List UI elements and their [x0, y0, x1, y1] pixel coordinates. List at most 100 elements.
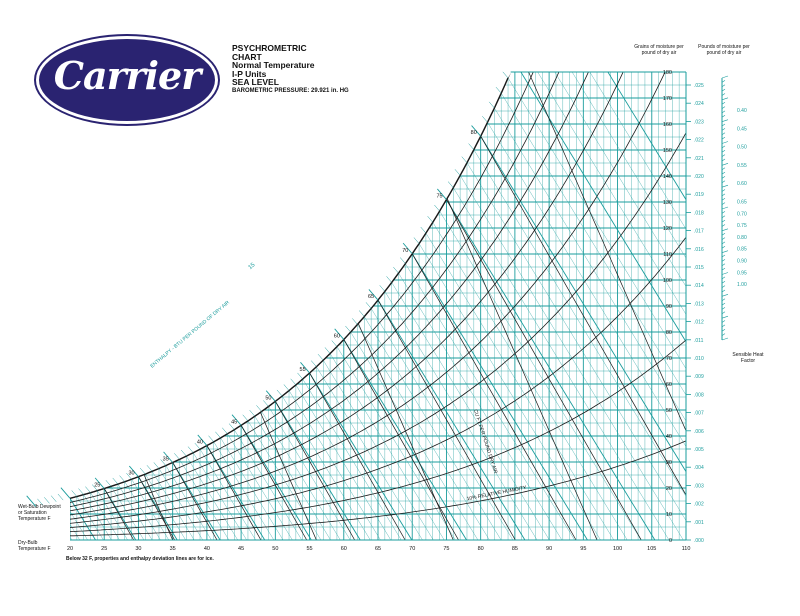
title-line-3: Normal Temperature	[232, 60, 315, 70]
pounds-tick-label: .000	[694, 538, 704, 544]
shf-scale-tick	[721, 276, 726, 280]
pounds-tick-label: .020	[694, 174, 704, 180]
shf-scale-tick	[721, 307, 726, 310]
enthalpy-scale-tick	[379, 285, 386, 292]
shf-scale-tick	[721, 88, 726, 92]
wet-bulb-line	[309, 372, 406, 540]
grains-tick-label: 80	[666, 330, 672, 336]
enthalpy-scale-tick	[139, 467, 146, 475]
enthalpy-line	[43, 505, 64, 540]
enthalpy-scale-tick	[129, 465, 139, 477]
enthalpy-scale-tick	[297, 372, 303, 380]
enthalpy-line	[70, 499, 88, 540]
enthalpy-scale-tick	[331, 340, 338, 347]
enthalpy-scale-tick	[386, 276, 392, 283]
enthalpy-scale-tick	[126, 472, 132, 480]
shf-scale-tick	[721, 324, 726, 328]
shf-scale-tick	[721, 246, 726, 249]
saturation-curve	[69, 77, 509, 499]
x-tick-label: 65	[375, 546, 381, 552]
grains-tick-label: 160	[663, 122, 672, 128]
enthalpy-line	[70, 503, 73, 540]
enthalpy-scale-tick	[358, 310, 365, 317]
wet-bulb-line	[240, 425, 308, 540]
enthalpy-scale-tick	[434, 204, 440, 212]
title-line-1: PSYCHROMETRIC	[232, 43, 307, 53]
grains-tick-label: 50	[666, 408, 672, 414]
enthalpy-scale-tick	[26, 495, 37, 507]
enthalpy-scale-tick	[413, 237, 420, 244]
shf-scale-tick	[721, 136, 726, 140]
pounds-tick-label: .019	[694, 192, 704, 198]
x-tick-label: 100	[613, 546, 622, 552]
enthalpy-line	[418, 243, 601, 540]
enthalpy-line	[295, 384, 391, 540]
enthalpy-line	[453, 187, 670, 540]
enthalpy-line	[487, 122, 686, 540]
pounds-tick-label: .009	[694, 374, 704, 380]
enthalpy-line	[76, 496, 104, 540]
enthalpy-scale-tick	[454, 169, 461, 176]
grains-tick-label: 70	[666, 356, 672, 362]
saturation-temp-label: 30	[128, 471, 134, 477]
enthalpy-line	[446, 199, 656, 540]
enthalpy-line	[357, 324, 490, 540]
enthalpy-line	[110, 486, 145, 540]
shf-tick-label: 0.65	[737, 200, 747, 206]
pounds-axis-header: Pounds of moisture per pound of dry air	[698, 44, 750, 56]
shf-scale-tick	[721, 329, 726, 332]
enthalpy-line	[439, 211, 642, 540]
saturation-temp-label: 25	[94, 483, 100, 489]
rh-curve	[70, 72, 598, 512]
saturation-temp-label: 80	[471, 130, 477, 136]
enthalpy-line	[329, 353, 445, 540]
enthalpy-line	[70, 501, 80, 540]
shf-scale-tick	[721, 241, 726, 245]
pounds-tick-label: .001	[694, 520, 704, 526]
shf-scale-tick	[721, 267, 726, 271]
x-tick-label: 20	[67, 546, 73, 552]
title-line-4: I-P Units	[232, 68, 267, 79]
enthalpy-scale-tick	[276, 389, 283, 397]
x-tick-label: 55	[306, 546, 312, 552]
shf-scale-tick	[721, 298, 726, 301]
enthalpy-line	[364, 316, 502, 540]
pounds-tick-label: .012	[694, 320, 704, 326]
pounds-tick-label: .005	[694, 447, 704, 453]
enthalpy-scale-tick	[471, 125, 482, 137]
grains-tick-label: 90	[666, 304, 672, 310]
enthalpy-scale-tick	[365, 302, 372, 309]
rh-curve	[70, 72, 543, 503]
grains-tick-label: 100	[663, 278, 672, 284]
pounds-tick-label: .008	[694, 392, 704, 398]
enthalpy-scale-tick	[94, 477, 105, 489]
pounds-tick-label: .024	[694, 101, 704, 107]
saturation-temp-label: 40	[197, 440, 203, 446]
enthalpy-line	[480, 135, 686, 540]
logo-text: Carrier	[53, 53, 202, 98]
enthalpy-line	[501, 93, 686, 540]
enthalpy-line	[432, 222, 628, 540]
shf-scale-tick	[721, 149, 726, 153]
footnote: Below 32 F, properties and enthalpy devi…	[66, 556, 214, 562]
enthalpy-scale-tick	[146, 465, 153, 472]
shf-scale-tick	[721, 320, 726, 323]
enthalpy-line	[234, 429, 302, 540]
saturation-temp-label: 55	[300, 367, 306, 373]
wet-bulb-line	[206, 445, 262, 540]
shf-tick-label: 0.75	[737, 223, 747, 229]
enthalpy-scale-tick	[437, 188, 447, 200]
enthalpy-line	[247, 420, 322, 540]
enthalpy-scale-tick	[180, 449, 187, 457]
shf-scale-tick	[721, 128, 726, 131]
shf-scale-tick	[721, 167, 726, 170]
enthalpy-scale-tick	[352, 318, 358, 325]
wet-bulb-line	[480, 136, 686, 540]
dry-bulb-axis-label: Dry-Bulb Temperature F	[18, 540, 51, 552]
enthalpy-line	[193, 452, 247, 540]
shf-scale-tick	[721, 285, 726, 288]
shf-scale-tick	[721, 158, 726, 162]
shf-scale-tick	[721, 254, 726, 258]
saturation-temp-label: 50	[265, 395, 271, 401]
enthalpy-scale-tick	[153, 462, 160, 469]
